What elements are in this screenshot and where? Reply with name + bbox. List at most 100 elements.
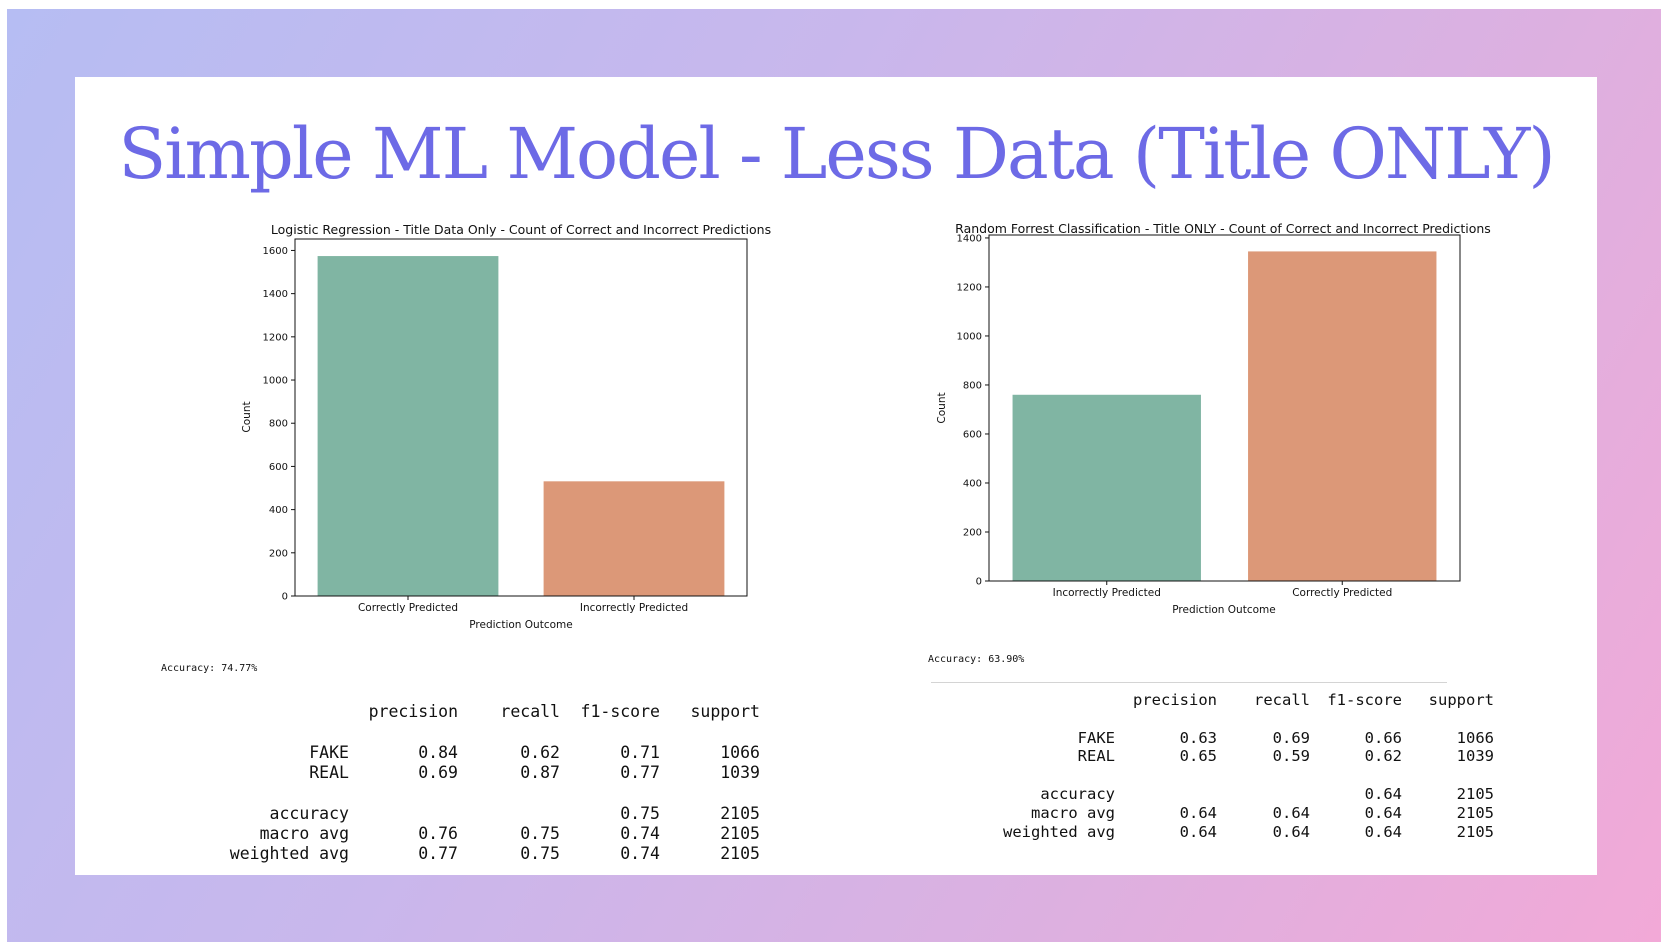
slide-panel: Simple ML Model - Less Data (Title ONLY)…: [75, 77, 1597, 875]
bar-incorrectly-predicted: [1012, 394, 1201, 581]
cell-support: 1039: [1456, 747, 1494, 766]
accuracy-text: Accuracy: 63.90%: [928, 654, 1025, 665]
row-label: FAKE: [309, 743, 349, 762]
x-tick-label: Incorrectly Predicted: [580, 602, 688, 614]
cell-precision: 0.84: [418, 743, 458, 762]
x-tick-label: Correctly Predicted: [358, 602, 458, 614]
y-tick-label: 0: [976, 577, 982, 588]
cell-precision: 0.64: [1179, 803, 1217, 822]
y-tick-label: 0: [282, 592, 288, 603]
header-precision: precision: [1133, 691, 1217, 709]
summary-row: weighted avg 0.64 0.64 0.64 2105: [935, 823, 1494, 842]
report-header-row: precision recall f1-score support: [163, 702, 760, 722]
y-tick-label: 1000: [263, 376, 288, 387]
cell-precision: 0.65: [1179, 747, 1217, 766]
report-row: FAKE 0.63 0.69 0.66 1066: [935, 729, 1494, 748]
cell-precision: 0.77: [418, 844, 458, 863]
cell-precision: [349, 804, 458, 824]
y-tick-label: 1600: [263, 246, 288, 257]
summary-row: weighted avg 0.77 0.75 0.74 2105: [163, 844, 760, 864]
report-header-row: precision recall f1-score support: [935, 691, 1494, 710]
y-axis-label: Count: [241, 401, 253, 432]
y-tick-label: 400: [269, 505, 288, 516]
bars: [317, 256, 725, 596]
chart-title: Logistic Regression - Title Data Only - …: [271, 222, 771, 237]
row-label: FAKE: [1077, 728, 1115, 747]
header-f1: f1-score: [1327, 691, 1402, 709]
row-label: weighted avg: [229, 844, 349, 863]
y-axis-label: Count: [936, 392, 948, 423]
cell-recall: [1217, 785, 1310, 804]
cell-f1: 0.64: [1364, 822, 1402, 841]
report-divider: [931, 682, 1447, 683]
summary-row: macro avg 0.76 0.75 0.74 2105: [163, 824, 760, 844]
row-label: REAL: [1077, 747, 1115, 766]
y-ticks: 0 200 400 600 800 1000 1200 1400: [957, 233, 989, 588]
x-tick-label: Correctly Predicted: [1292, 587, 1392, 599]
y-tick-label: 1200: [263, 332, 288, 343]
y-tick-label: 600: [963, 429, 982, 440]
cell-f1: 0.74: [620, 844, 660, 863]
cell-precision: 0.64: [1179, 822, 1217, 841]
row-label: accuracy: [1040, 785, 1115, 804]
header-recall: recall: [500, 702, 560, 721]
y-tick-label: 200: [963, 527, 982, 538]
y-tick-label: 800: [963, 380, 982, 391]
row-label: macro avg: [1031, 803, 1115, 822]
summary-row: accuracy 0.64 2105: [935, 785, 1494, 804]
cell-precision: 0.76: [418, 824, 458, 843]
cell-f1: 0.64: [1364, 785, 1402, 804]
row-label: accuracy: [269, 804, 349, 823]
y-tick-label: 1400: [957, 233, 982, 244]
header-precision: precision: [368, 702, 458, 721]
row-label: weighted avg: [1003, 822, 1115, 841]
x-axis-label: Prediction Outcome: [469, 619, 572, 631]
cell-support: 2105: [720, 844, 760, 863]
row-label: macro avg: [259, 824, 349, 843]
x-axis-label: Prediction Outcome: [1172, 604, 1275, 616]
summary-row: accuracy 0.75 2105: [163, 804, 760, 824]
plot-frame: [988, 234, 1461, 582]
header-support: support: [690, 702, 760, 721]
cell-support: 2105: [1456, 785, 1494, 804]
cell-support: 2105: [720, 804, 760, 823]
header-support: support: [1428, 691, 1494, 709]
cell-support: 2105: [720, 824, 760, 843]
header-f1: f1-score: [580, 702, 660, 721]
bar-correctly-predicted: [317, 256, 499, 596]
cell-f1: 0.66: [1364, 728, 1402, 747]
classification-report-right: precision recall f1-score support FAKE 0…: [935, 691, 1494, 841]
cell-recall: 0.64: [1272, 822, 1310, 841]
y-tick-label: 800: [269, 419, 288, 430]
cell-recall: 0.75: [520, 824, 560, 843]
bar-incorrectly-predicted: [543, 481, 725, 596]
y-tick-label: 400: [963, 478, 982, 489]
cell-f1: 0.77: [620, 763, 660, 782]
report-row: FAKE 0.84 0.62 0.71 1066: [163, 743, 760, 763]
cell-f1: 0.74: [620, 824, 660, 843]
bars: [1012, 251, 1437, 581]
cell-f1: 0.75: [620, 804, 660, 823]
cell-f1: 0.64: [1364, 803, 1402, 822]
report-row: REAL 0.65 0.59 0.62 1039: [935, 747, 1494, 766]
cell-support: 1066: [1456, 728, 1494, 747]
cell-recall: 0.64: [1272, 803, 1310, 822]
cell-f1: 0.62: [1364, 747, 1402, 766]
y-tick-label: 1200: [957, 282, 982, 293]
cell-recall: 0.59: [1272, 747, 1310, 766]
cell-precision: 0.63: [1179, 728, 1217, 747]
classification-report-left: precision recall f1-score support FAKE 0…: [163, 702, 760, 864]
accuracy-text: Accuracy: 74.77%: [161, 663, 258, 674]
bar-correctly-predicted: [1248, 251, 1437, 581]
x-ticks: Incorrectly Predicted Correctly Predicted: [1053, 581, 1392, 599]
row-label: REAL: [309, 763, 349, 782]
plot-frame: [294, 238, 748, 597]
cell-recall: 0.69: [1272, 728, 1310, 747]
logistic-regression-chart: Logistic Regression - Title Data Only - …: [241, 222, 771, 631]
cell-precision: 0.69: [418, 763, 458, 782]
cell-precision: [1115, 785, 1217, 804]
cell-support: 1039: [720, 763, 760, 782]
cell-recall: 0.87: [520, 763, 560, 782]
cell-recall: 0.62: [520, 743, 560, 762]
cell-recall: 0.75: [520, 844, 560, 863]
